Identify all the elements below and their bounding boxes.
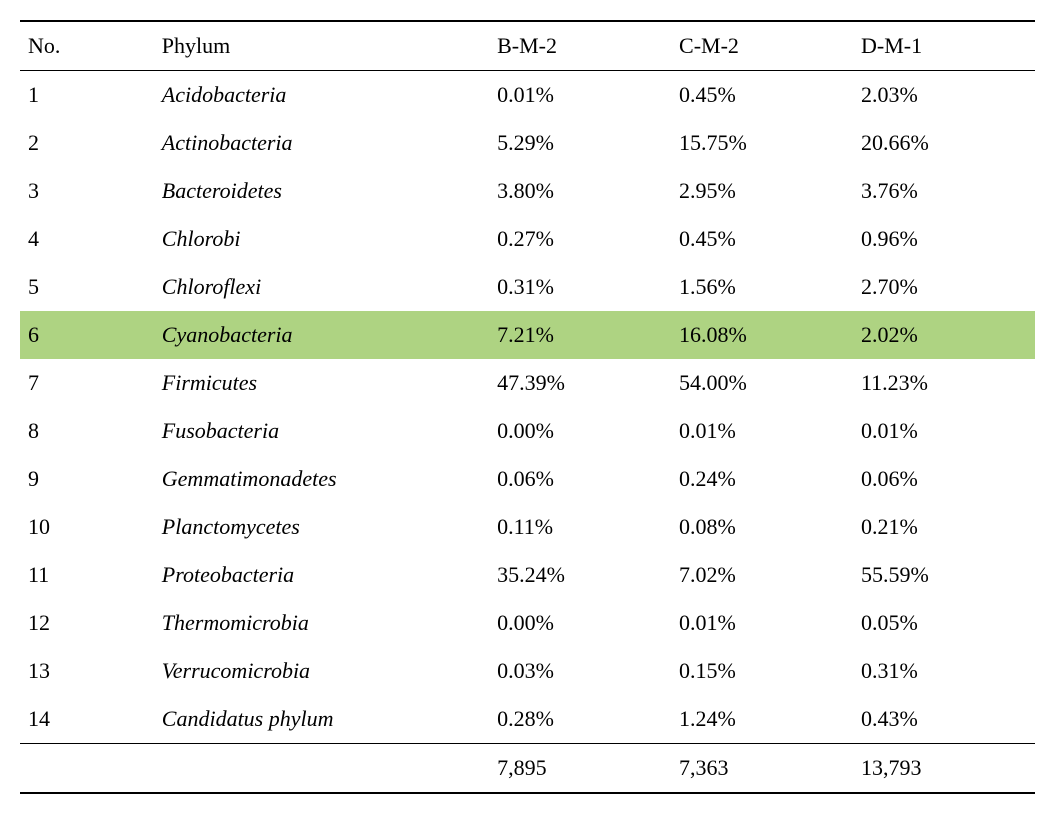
cell-bm2: 3.80% <box>489 167 671 215</box>
cell-no: 1 <box>20 71 154 120</box>
cell-dm1: 20.66% <box>853 119 1035 167</box>
cell-no: 7 <box>20 359 154 407</box>
cell-phylum <box>154 744 489 794</box>
cell-no: 14 <box>20 695 154 744</box>
table-row-highlighted: 6 Cyanobacteria 7.21% 16.08% 2.02% <box>20 311 1035 359</box>
cell-bm2: 7.21% <box>489 311 671 359</box>
cell-no: 6 <box>20 311 154 359</box>
cell-no: 13 <box>20 647 154 695</box>
table-row: 10 Planctomycetes 0.11% 0.08% 0.21% <box>20 503 1035 551</box>
cell-cm2: 1.24% <box>671 695 853 744</box>
cell-cm2: 0.45% <box>671 71 853 120</box>
cell-dm1: 2.03% <box>853 71 1035 120</box>
cell-dm1: 11.23% <box>853 359 1035 407</box>
cell-no: 9 <box>20 455 154 503</box>
cell-phylum: Thermomicrobia <box>154 599 489 647</box>
cell-phylum: Candidatus phylum <box>154 695 489 744</box>
cell-cm2: 0.15% <box>671 647 853 695</box>
cell-cm2: 0.45% <box>671 215 853 263</box>
cell-no <box>20 744 154 794</box>
table-row: 9 Gemmatimonadetes 0.06% 0.24% 0.06% <box>20 455 1035 503</box>
cell-phylum: Bacteroidetes <box>154 167 489 215</box>
cell-phylum: Gemmatimonadetes <box>154 455 489 503</box>
cell-no: 8 <box>20 407 154 455</box>
cell-cm2: 16.08% <box>671 311 853 359</box>
cell-bm2: 0.11% <box>489 503 671 551</box>
table-row: 1 Acidobacteria 0.01% 0.45% 2.03% <box>20 71 1035 120</box>
cell-cm2: 54.00% <box>671 359 853 407</box>
col-header-phylum: Phylum <box>154 21 489 71</box>
cell-bm2: 0.31% <box>489 263 671 311</box>
cell-phylum: Cyanobacteria <box>154 311 489 359</box>
cell-dm1: 0.31% <box>853 647 1035 695</box>
cell-no: 11 <box>20 551 154 599</box>
cell-phylum: Firmicutes <box>154 359 489 407</box>
cell-bm2: 0.06% <box>489 455 671 503</box>
cell-phylum: Fusobacteria <box>154 407 489 455</box>
cell-bm2: 47.39% <box>489 359 671 407</box>
table-row: 14 Candidatus phylum 0.28% 1.24% 0.43% <box>20 695 1035 744</box>
cell-bm2: 5.29% <box>489 119 671 167</box>
table-row: 5 Chloroflexi 0.31% 1.56% 2.70% <box>20 263 1035 311</box>
cell-no: 12 <box>20 599 154 647</box>
table-row: 2 Actinobacteria 5.29% 15.75% 20.66% <box>20 119 1035 167</box>
cell-phylum: Planctomycetes <box>154 503 489 551</box>
cell-no: 5 <box>20 263 154 311</box>
cell-dm1: 0.43% <box>853 695 1035 744</box>
cell-dm1: 3.76% <box>853 167 1035 215</box>
cell-no: 10 <box>20 503 154 551</box>
table-body: 1 Acidobacteria 0.01% 0.45% 2.03% 2 Acti… <box>20 71 1035 794</box>
cell-cm2: 0.08% <box>671 503 853 551</box>
cell-cm2-total: 7,363 <box>671 744 853 794</box>
cell-phylum: Verrucomicrobia <box>154 647 489 695</box>
cell-no: 4 <box>20 215 154 263</box>
cell-bm2: 0.00% <box>489 407 671 455</box>
cell-no: 2 <box>20 119 154 167</box>
cell-dm1: 0.21% <box>853 503 1035 551</box>
cell-dm1: 2.02% <box>853 311 1035 359</box>
cell-bm2: 0.27% <box>489 215 671 263</box>
cell-bm2: 0.01% <box>489 71 671 120</box>
cell-cm2: 7.02% <box>671 551 853 599</box>
cell-no: 3 <box>20 167 154 215</box>
table-totals-row: 7,895 7,363 13,793 <box>20 744 1035 794</box>
cell-dm1: 0.06% <box>853 455 1035 503</box>
table-header-row: No. Phylum B-M-2 C-M-2 D-M-1 <box>20 21 1035 71</box>
cell-phylum: Actinobacteria <box>154 119 489 167</box>
cell-dm1: 2.70% <box>853 263 1035 311</box>
table-row: 12 Thermomicrobia 0.00% 0.01% 0.05% <box>20 599 1035 647</box>
cell-phylum: Acidobacteria <box>154 71 489 120</box>
table-row: 11 Proteobacteria 35.24% 7.02% 55.59% <box>20 551 1035 599</box>
col-header-dm1: D-M-1 <box>853 21 1035 71</box>
cell-bm2: 0.28% <box>489 695 671 744</box>
table-row: 13 Verrucomicrobia 0.03% 0.15% 0.31% <box>20 647 1035 695</box>
cell-dm1: 0.96% <box>853 215 1035 263</box>
cell-bm2: 0.00% <box>489 599 671 647</box>
cell-cm2: 1.56% <box>671 263 853 311</box>
table-row: 7 Firmicutes 47.39% 54.00% 11.23% <box>20 359 1035 407</box>
cell-phylum: Proteobacteria <box>154 551 489 599</box>
cell-phylum: Chloroflexi <box>154 263 489 311</box>
cell-cm2: 15.75% <box>671 119 853 167</box>
cell-cm2: 0.24% <box>671 455 853 503</box>
cell-phylum: Chlorobi <box>154 215 489 263</box>
cell-dm1: 0.01% <box>853 407 1035 455</box>
cell-dm1-total: 13,793 <box>853 744 1035 794</box>
cell-cm2: 2.95% <box>671 167 853 215</box>
cell-cm2: 0.01% <box>671 407 853 455</box>
cell-dm1: 55.59% <box>853 551 1035 599</box>
cell-cm2: 0.01% <box>671 599 853 647</box>
table-row: 3 Bacteroidetes 3.80% 2.95% 3.76% <box>20 167 1035 215</box>
phylum-table: No. Phylum B-M-2 C-M-2 D-M-1 1 Acidobact… <box>20 20 1035 794</box>
cell-dm1: 0.05% <box>853 599 1035 647</box>
cell-bm2-total: 7,895 <box>489 744 671 794</box>
col-header-no: No. <box>20 21 154 71</box>
table-row: 4 Chlorobi 0.27% 0.45% 0.96% <box>20 215 1035 263</box>
cell-bm2: 0.03% <box>489 647 671 695</box>
cell-bm2: 35.24% <box>489 551 671 599</box>
col-header-cm2: C-M-2 <box>671 21 853 71</box>
col-header-bm2: B-M-2 <box>489 21 671 71</box>
table-row: 8 Fusobacteria 0.00% 0.01% 0.01% <box>20 407 1035 455</box>
